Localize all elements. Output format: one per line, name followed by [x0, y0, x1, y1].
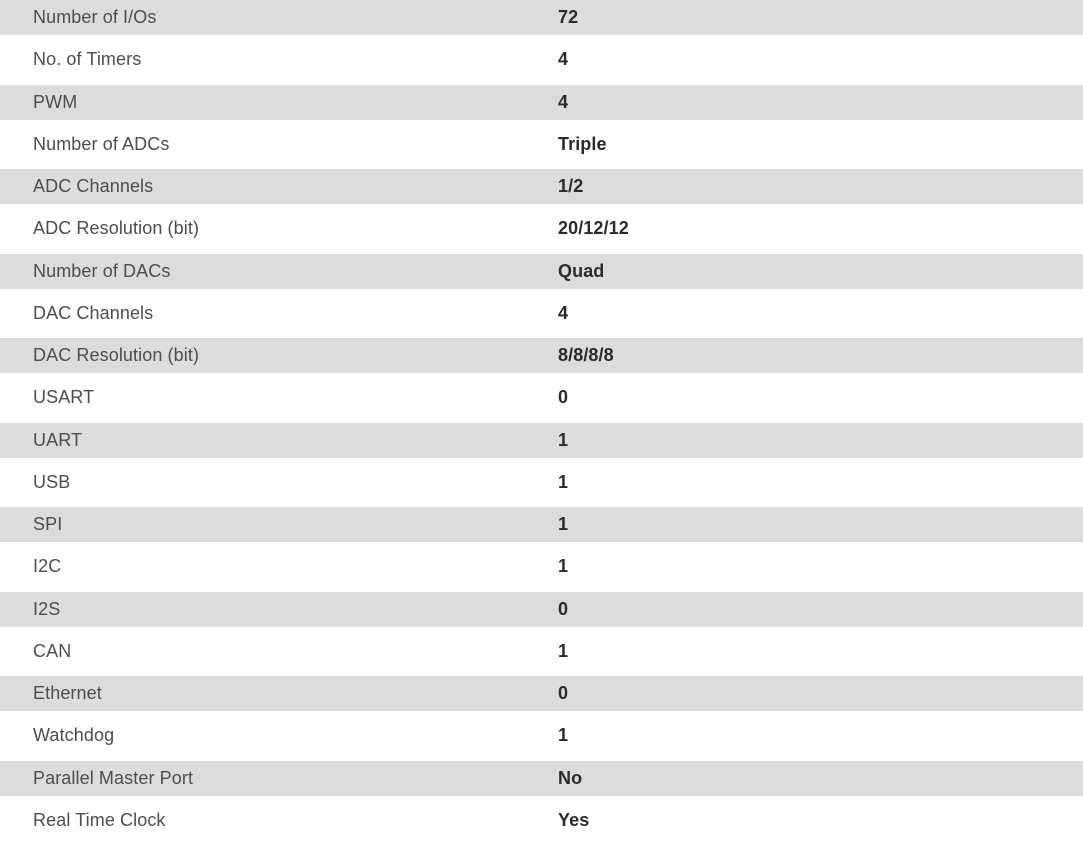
table-row: SPI 1: [0, 507, 1083, 542]
spec-label: I2C: [33, 556, 62, 577]
spec-label: No. of Timers: [33, 49, 142, 70]
table-row: Ethernet 0: [0, 676, 1083, 711]
spec-value: 1: [558, 514, 569, 534]
spec-value: Triple: [558, 133, 607, 154]
spec-value: 0: [558, 387, 569, 408]
spec-label: Watchdog: [33, 725, 115, 746]
spec-label: Number of ADCs: [33, 133, 170, 154]
spec-label: DAC Channels: [33, 302, 154, 323]
spec-label: Number of DACs: [33, 260, 171, 281]
spec-label: Ethernet: [33, 683, 102, 703]
spec-label: Number of I/Os: [33, 7, 157, 27]
spec-value: 1: [558, 471, 569, 492]
table-row: ADC Resolution (bit) 20/12/12: [0, 211, 1083, 247]
table-row: Real Time Clock Yes: [0, 802, 1083, 838]
spec-label: ADC Channels: [33, 176, 154, 196]
spec-label: ADC Resolution (bit): [33, 218, 200, 239]
table-row: DAC Channels 4: [0, 295, 1083, 331]
table-row: Number of ADCs Triple: [0, 126, 1083, 162]
table-row: CAN 1: [0, 633, 1083, 669]
spec-value: 8/8/8/8: [558, 345, 614, 365]
spec-value: 1: [558, 429, 569, 450]
spec-label: USB: [33, 471, 71, 492]
table-row: Watchdog 1: [0, 718, 1083, 754]
spec-value: 72: [558, 7, 579, 27]
table-row: I2S 0: [0, 591, 1083, 627]
spec-label: Real Time Clock: [33, 809, 166, 830]
spec-label: USART: [33, 387, 95, 408]
table-row: DAC Resolution (bit) 8/8/8/8: [0, 338, 1083, 373]
table-row: UART 1: [0, 422, 1083, 458]
spec-value: 0: [558, 598, 569, 619]
spec-value: 1/2: [558, 176, 584, 196]
spec-label: UART: [33, 429, 83, 450]
spec-value: Yes: [558, 809, 590, 830]
table-row: Number of I/Os 72: [0, 0, 1083, 35]
spec-label: CAN: [33, 640, 72, 661]
spec-value: 20/12/12: [558, 218, 629, 239]
table-row: USART 0: [0, 380, 1083, 416]
spec-value: 1: [558, 725, 569, 746]
table-row: PWM 4: [0, 84, 1083, 120]
table-row: No. of Timers 4: [0, 42, 1083, 78]
table-row: Number of DACs Quad: [0, 253, 1083, 289]
spec-value: 4: [558, 49, 569, 70]
table-row: Parallel Master Port No: [0, 760, 1083, 796]
spec-value: Quad: [558, 260, 605, 281]
spec-label: DAC Resolution (bit): [33, 345, 200, 365]
spec-value: 1: [558, 556, 569, 577]
spec-label: PWM: [33, 91, 78, 112]
spec-value: 4: [558, 302, 569, 323]
spec-label: SPI: [33, 514, 63, 534]
spec-label: I2S: [33, 598, 61, 619]
spec-value: No: [558, 767, 583, 788]
table-row: I2C 1: [0, 549, 1083, 585]
table-row: ADC Channels 1/2: [0, 169, 1083, 204]
table-row: USB 1: [0, 464, 1083, 500]
spec-value: 1: [558, 640, 569, 661]
spec-label: Parallel Master Port: [33, 767, 194, 788]
spec-value: 0: [558, 683, 569, 703]
spec-value: 4: [558, 91, 569, 112]
